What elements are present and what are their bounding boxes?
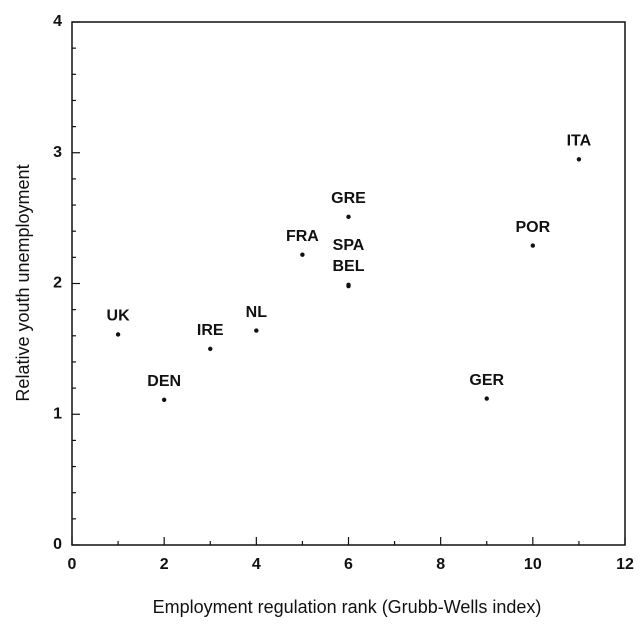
point xyxy=(208,346,213,352)
point-label: DEN xyxy=(147,373,181,390)
x-tick-label: 4 xyxy=(252,556,261,573)
x-axis-title: Employment regulation rank (Grubb-Wells … xyxy=(153,597,542,617)
point-label: FRA xyxy=(286,228,319,245)
point xyxy=(300,252,305,257)
x-tick-label: 2 xyxy=(160,556,169,573)
point xyxy=(484,396,489,401)
x-tick-label: 12 xyxy=(616,556,634,573)
point xyxy=(254,328,259,333)
point xyxy=(346,283,351,289)
point-label: GER xyxy=(469,372,504,389)
y-tick-label: 0 xyxy=(53,536,62,553)
point-label: GRE xyxy=(331,190,366,207)
point-label: SPA xyxy=(333,237,365,254)
point xyxy=(115,332,121,337)
x-tick-label: 10 xyxy=(524,556,542,573)
point-label: POR xyxy=(515,219,550,236)
y-tick-label: 3 xyxy=(53,144,62,161)
point xyxy=(346,214,351,220)
point-label: ITA xyxy=(567,133,592,150)
point-label: UK xyxy=(107,308,131,325)
point-label: NL xyxy=(246,304,268,321)
y-tick-label: 4 xyxy=(53,13,62,30)
x-tick-label: 6 xyxy=(344,556,353,573)
point xyxy=(576,157,582,162)
x-tick-label: 8 xyxy=(436,556,445,573)
y-tick-label: 1 xyxy=(53,405,62,422)
x-tick-label: 0 xyxy=(68,556,77,573)
point-label: BEL xyxy=(333,258,365,275)
point-label: IRE xyxy=(197,322,224,339)
point xyxy=(161,397,167,403)
point xyxy=(530,243,536,248)
y-axis-title: Relative youth unemployment xyxy=(13,164,33,401)
y-tick-label: 2 xyxy=(53,275,62,292)
